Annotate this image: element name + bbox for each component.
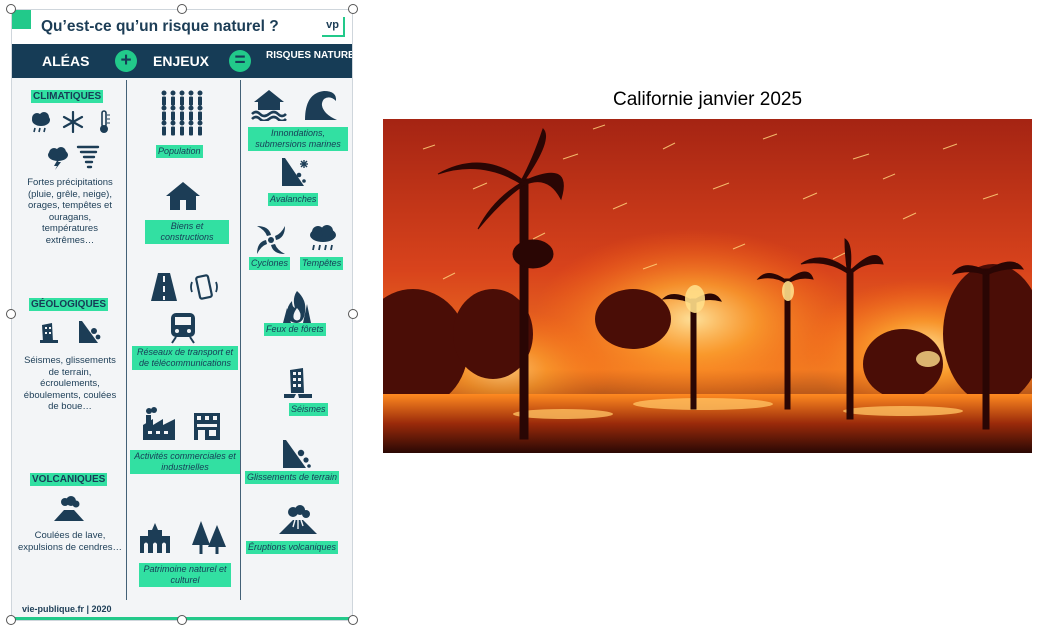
- enjeu-reseaux: Réseaux de transport et de télécommunica…: [132, 346, 238, 370]
- category-climatiques: CLIMATIQUES: [31, 90, 104, 103]
- factory-icon: [143, 407, 175, 440]
- risque-glissements: Glissements de terrain: [245, 471, 340, 484]
- photo-caption: Californie janvier 2025: [612, 89, 803, 110]
- flooded-house-icon: [251, 90, 287, 121]
- resize-handle-bottom-left[interactable]: [6, 615, 16, 625]
- tsunami-wave-icon: [305, 91, 337, 120]
- risque-seismes: Séismes: [289, 403, 328, 416]
- rockfall-icon: [79, 321, 101, 343]
- resize-handle-top-right[interactable]: [348, 4, 358, 14]
- column-divider: [126, 80, 127, 600]
- smartphone-icon: [190, 274, 218, 300]
- rain-cloud-icon: [32, 112, 50, 133]
- resize-handle-left[interactable]: [6, 309, 16, 319]
- risque-cyclones: Cyclones: [249, 257, 291, 270]
- wildfire-scene: [383, 119, 1032, 453]
- earthquake-building-icon: [284, 368, 312, 398]
- vp-logo: vp: [322, 17, 345, 37]
- risque-eruptions: Éruptions volcaniques: [246, 541, 339, 554]
- column-divider: [240, 80, 241, 600]
- source-credit: vie-publique.fr | 2020: [22, 604, 112, 614]
- corner-accent: [12, 10, 31, 29]
- risque-tempetes: Tempêtes: [300, 257, 344, 270]
- column-label-risques: RISQUES NATURELS: [266, 50, 352, 61]
- climatiques-description: Fortes précipitations (pluie, grêle, nei…: [27, 177, 113, 246]
- resize-handle-top-left[interactable]: [6, 4, 16, 14]
- resize-handle-bottom-right[interactable]: [348, 615, 358, 625]
- train-icon: [171, 313, 195, 344]
- category-volcaniques: VOLCANIQUES: [30, 473, 108, 486]
- resize-handle-right[interactable]: [348, 309, 358, 319]
- infographic-header: Qu’est-ce qu’un risque naturel ? vp: [12, 10, 352, 44]
- volcano-icon: [54, 496, 84, 521]
- storm-cloud-icon: [48, 147, 68, 170]
- infographic-title: Qu’est-ce qu’un risque naturel ?: [41, 18, 279, 35]
- road-icon: [151, 273, 177, 301]
- column-label-aleas: ALÉAS: [42, 53, 90, 69]
- forest-icon: [192, 521, 226, 554]
- enjeu-population: Population: [156, 145, 203, 158]
- plus-icon: +: [115, 50, 137, 72]
- equals-icon: =: [229, 50, 251, 72]
- erupting-volcano-icon: [279, 505, 317, 534]
- column-label-enjeux: ENJEUX: [153, 53, 210, 69]
- tornado-icon: [76, 145, 100, 169]
- thermometer-icon: [100, 110, 110, 133]
- enjeu-activites: Activités commerciales et industrielles: [130, 450, 240, 474]
- forest-fire-icon: [283, 291, 311, 323]
- storm-rain-icon: [310, 225, 336, 251]
- cyclone-icon: [257, 226, 285, 254]
- volcaniques-description: Coulées de lave, expulsions de cendres…: [17, 530, 123, 553]
- resize-handle-top[interactable]: [177, 4, 187, 14]
- population-icon: [161, 90, 203, 136]
- risque-inondations: Innondations, submersions marines: [248, 127, 348, 151]
- enjeu-biens: Biens et constructions: [145, 220, 229, 244]
- geologiques-description: Séismes, glissements de terrain, écroule…: [23, 355, 117, 413]
- wildfire-photo[interactable]: [383, 119, 1032, 453]
- snowflake-icon: [62, 111, 84, 133]
- landslide-icon: [283, 440, 311, 468]
- risque-avalanches: Avalanches: [268, 193, 319, 206]
- enjeu-patrimoine: Patrimoine naturel et culturel: [139, 563, 231, 587]
- avalanche-icon: [282, 158, 308, 186]
- column-header-band: ALÉAS + ENJEUX = RISQUES NATURELS: [12, 44, 352, 78]
- infographic-natural-risk[interactable]: Qu’est-ce qu’un risque naturel ? vp ALÉA…: [11, 9, 353, 621]
- collapsing-building-icon: [40, 323, 58, 343]
- resize-handle-bottom[interactable]: [177, 615, 187, 625]
- category-geologiques: GÉOLOGIQUES: [29, 298, 109, 311]
- shop-building-icon: [194, 413, 220, 440]
- monument-icon: [140, 523, 170, 553]
- risque-feux: Feux de fôrets: [264, 323, 326, 336]
- house-icon: [166, 182, 200, 210]
